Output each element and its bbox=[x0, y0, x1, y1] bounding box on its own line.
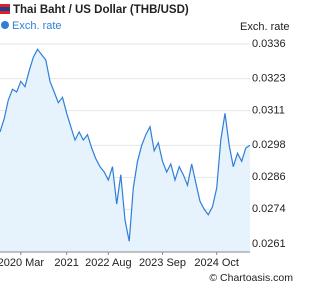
x-tick-label: 2022 Aug bbox=[85, 257, 132, 269]
y-tick-label: 0.0286 bbox=[252, 171, 286, 183]
area bbox=[0, 49, 250, 252]
y-tick-label: 0.0336 bbox=[252, 38, 286, 50]
y-tick-label: 0.0311 bbox=[252, 105, 285, 117]
y-axis-label: Exch. rate bbox=[240, 21, 290, 33]
x-tick-label: 2024 Oct bbox=[194, 257, 239, 269]
x-tick-label: 2023 Sep bbox=[139, 257, 186, 269]
x-tick-label: 2020 Mar bbox=[0, 257, 44, 269]
y-tick-label: 0.0323 bbox=[252, 73, 286, 85]
watermark: © Chartoasis.com bbox=[209, 272, 293, 284]
legend-marker bbox=[1, 21, 9, 29]
legend-label: Exch. rate bbox=[12, 20, 62, 32]
y-tick-label: 0.0274 bbox=[252, 203, 286, 215]
line bbox=[0, 48, 251, 242]
chart-title: Thai Baht / US Dollar (THB/USD) bbox=[13, 4, 189, 16]
y-tick-label: 0.0261 bbox=[252, 238, 286, 250]
x-tick-label: 2021 bbox=[54, 257, 78, 269]
chart: Thai Baht / US Dollar (THB/USD) Exch. ra… bbox=[0, 4, 293, 284]
y-tick-label: 0.0298 bbox=[252, 139, 286, 151]
flag-stripe bbox=[0, 7, 10, 11]
